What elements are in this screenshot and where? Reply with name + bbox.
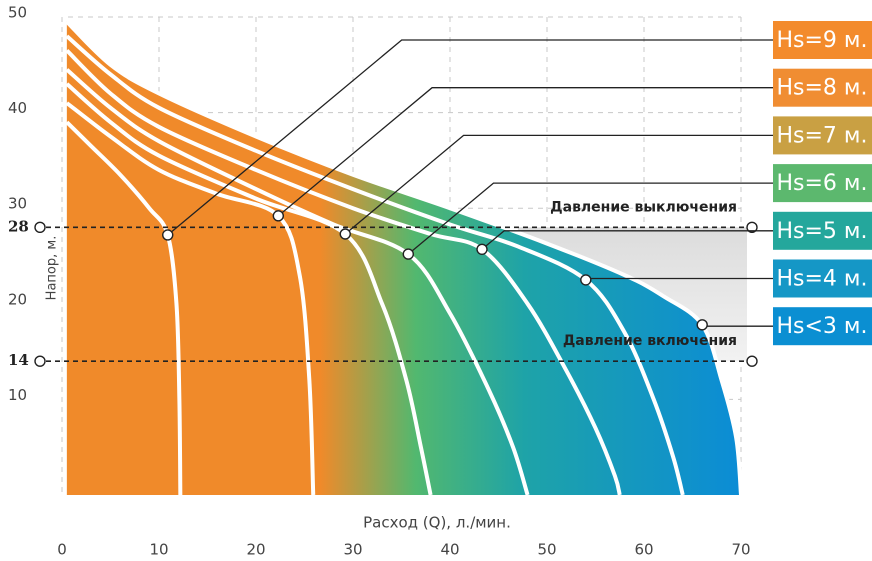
leader-line [344,134,773,235]
legend-box [773,259,872,298]
reference-value: 28 [8,217,29,235]
y-tick-label: 10 [8,386,27,404]
legend-label: Hs<3 м. [776,314,867,339]
x-tick-label: 70 [731,541,750,559]
curve-marker [580,274,592,286]
legend-label: Hs=9 м. [776,28,867,53]
legend-box [773,164,872,203]
x-axis-label: Расход (Q), л./мин. [363,514,511,532]
reference-label: Давление включения [563,333,737,349]
legend-label: Hs=5 м. [776,219,867,244]
leader-line [407,182,773,255]
leader-line [167,39,773,236]
curve [65,34,685,496]
curve-marker [402,248,414,260]
reference-end [34,355,46,367]
x-tick-label: 60 [634,541,653,559]
leader-line [481,230,773,250]
legend-box [773,21,872,59]
y-tick-label: 50 [8,4,27,22]
x-tick-label: 30 [343,541,362,559]
reference-end [746,355,758,367]
legend-box [773,68,872,107]
x-tick-label: 40 [440,541,459,559]
y-tick-label: 30 [8,195,27,213]
reference-end [34,221,46,234]
x-tick-label: 50 [537,541,556,559]
x-tick-label: 0 [57,541,67,559]
legend-box [773,116,872,155]
curve [65,49,622,496]
curve [65,101,316,496]
reference-end [746,221,758,234]
y-tick-label: 20 [8,290,27,308]
x-tick-label: 20 [246,541,265,559]
legend-label: Hs=7 м. [776,123,867,148]
legend-box [773,307,872,346]
legend-label: Hs=8 м. [776,76,867,101]
legend-box [773,211,872,250]
curve-marker [272,210,285,222]
y-tick-label: 40 [8,99,27,117]
reference-value: 14 [8,351,29,369]
legend-label: Hs=4 м. [776,267,867,292]
reference-label: Давление выключения [550,199,737,215]
leader-line [277,87,773,217]
legend-label: Hs=6 м. [776,171,867,196]
curve [65,68,530,496]
x-tick-label: 10 [149,541,168,559]
y-axis-label: Напор, м. [45,236,60,301]
curve-marker [476,243,488,256]
curve-marker [162,229,174,241]
curve-marker [696,319,708,331]
curve-marker [339,228,351,240]
